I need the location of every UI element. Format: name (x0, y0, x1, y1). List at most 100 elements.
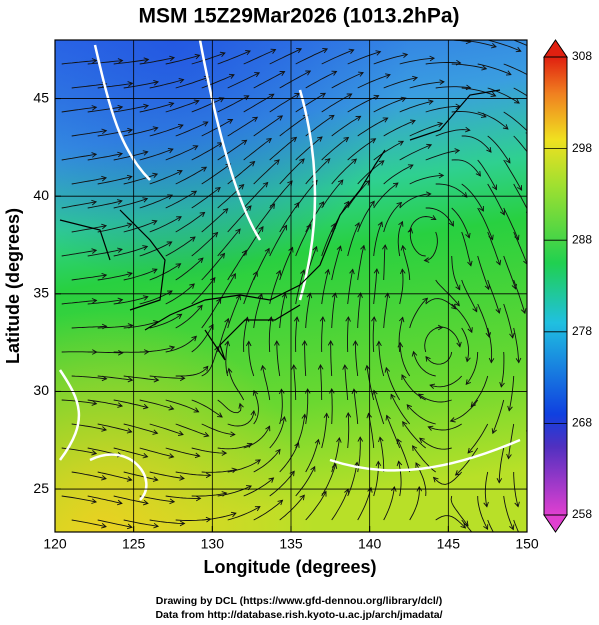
streamline (123, 471, 158, 481)
streamline (279, 158, 305, 185)
streamline (113, 447, 148, 458)
streamline-arrow (126, 222, 133, 228)
streamline-arrow (276, 269, 282, 276)
streamline-arrow (268, 93, 275, 99)
streamline-arrow (274, 159, 280, 165)
streamline (305, 158, 331, 185)
streamline (508, 375, 515, 411)
streamline-arrow (270, 48, 277, 54)
streamline-arrow (117, 350, 124, 356)
streamline (139, 495, 175, 503)
streamline (201, 119, 233, 137)
streamline-arrow (331, 292, 338, 299)
streamline (503, 255, 517, 290)
streamline (487, 231, 501, 265)
x-tick-label: 135 (279, 536, 303, 552)
streamline-arrow (506, 453, 512, 460)
streamline-arrow (152, 126, 159, 132)
streamline-arrow (402, 52, 409, 59)
streamline-arrow (514, 501, 520, 508)
streamline-arrow (397, 341, 404, 348)
streamline (97, 176, 132, 185)
streamline-arrow (413, 32, 418, 37)
streamline (217, 139, 247, 161)
streamline-arrow (117, 58, 124, 64)
streamline-arrow (331, 463, 338, 469)
streamline (227, 72, 260, 89)
streamline-arrow (367, 486, 373, 493)
streamline-arrow (345, 412, 352, 418)
streamline (253, 159, 280, 185)
streamline (165, 399, 199, 413)
streamline-arrow (305, 70, 312, 76)
streamline (165, 100, 199, 113)
streamline-arrow (505, 70, 512, 76)
streamline-arrow (426, 191, 432, 197)
streamline-arrow (177, 123, 184, 130)
colorbar-tick-label: 268 (572, 416, 592, 430)
streamline-arrow (391, 485, 397, 492)
colorbar-body (543, 56, 568, 516)
streamline-arrow (348, 48, 355, 54)
streamline-arrow (167, 147, 174, 154)
streamline (71, 83, 107, 89)
streamline-arrow (336, 245, 342, 252)
credit-line: Drawing by DCL (https://www.gfd-dennou.o… (156, 595, 442, 607)
streamline-arrow (437, 121, 444, 128)
streamline (347, 316, 349, 353)
streamline (201, 40, 204, 41)
streamline (149, 519, 185, 524)
streamline-arrow (470, 401, 477, 408)
streamline (451, 111, 487, 118)
streamline-arrow (197, 304, 203, 311)
streamline-arrow (179, 520, 186, 527)
streamline (477, 207, 494, 240)
streamline (540, 424, 542, 459)
streamline (409, 486, 420, 521)
streamline-arrow (127, 127, 134, 134)
streamline-arrow (230, 511, 237, 518)
streamline-arrow (117, 104, 124, 111)
streamline (295, 224, 312, 257)
y-tick-label: 45 (33, 89, 49, 105)
streamline-arrow (342, 364, 348, 370)
streamline-arrow (491, 184, 497, 191)
streamline-arrow (337, 179, 344, 186)
streamline (191, 97, 224, 113)
streamline (321, 269, 329, 305)
streamline (61, 299, 97, 305)
streamline (331, 72, 364, 89)
streamline (467, 423, 489, 454)
streamline-arrow (440, 40, 441, 41)
streamline (503, 159, 522, 191)
streamline-arrow (126, 476, 133, 482)
streamline-arrow (205, 31, 210, 36)
streamline (513, 279, 526, 314)
streamline-arrow (252, 270, 258, 277)
streamline (435, 86, 471, 89)
streamline (243, 226, 264, 257)
streamline (331, 158, 357, 185)
streamline (61, 201, 97, 209)
streamline-arrow (455, 284, 461, 291)
streamline (513, 231, 527, 265)
streamline (435, 183, 468, 198)
streamline (71, 177, 107, 185)
streamline-arrow (179, 33, 184, 38)
streamline-arrow (327, 340, 334, 346)
streamline (217, 399, 242, 414)
streamline (165, 145, 198, 161)
streamline-arrow (354, 222, 360, 228)
streamline-arrow (438, 172, 445, 179)
streamline (353, 389, 359, 425)
streamline-arrow (194, 53, 201, 60)
streamline (268, 317, 272, 353)
streamline-arrow (168, 405, 175, 411)
streamline-arrow (274, 340, 280, 346)
streamline (71, 471, 107, 480)
streamline-arrow (227, 119, 234, 124)
streamline-arrow (465, 356, 471, 363)
streamline (87, 299, 123, 305)
streamline-arrow (384, 292, 391, 299)
streamline-arrow (126, 428, 133, 434)
